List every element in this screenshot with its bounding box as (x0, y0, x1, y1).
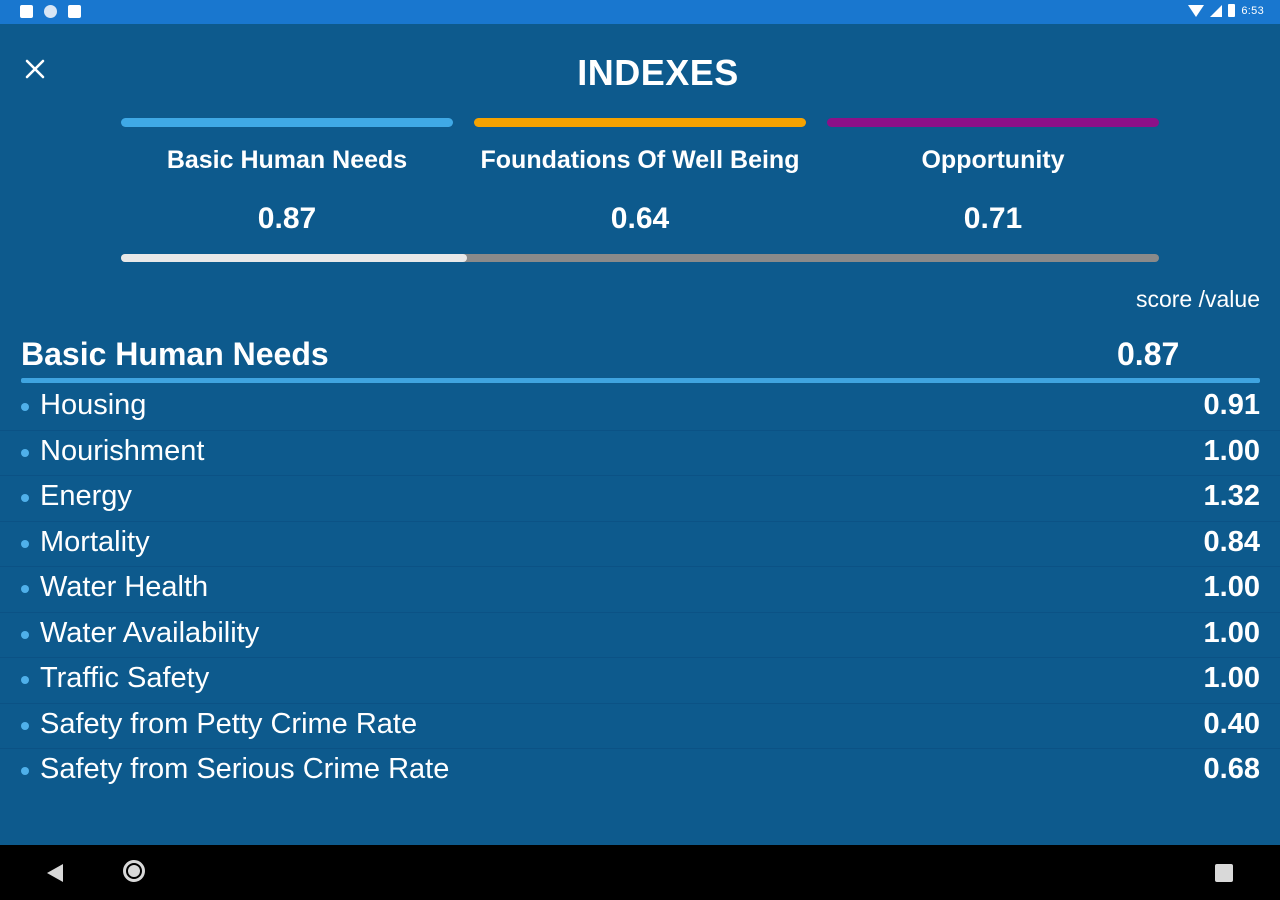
list-item: Energy 1.32 (0, 476, 1280, 522)
tab-selector-indicator[interactable] (121, 254, 467, 262)
list-item: Mortality 0.84 (0, 522, 1280, 567)
item-value: 0.68 (1203, 753, 1260, 785)
bullet-icon (21, 721, 29, 730)
item-label: Water Availability (40, 616, 260, 649)
tab-label: Foundations Of Well Being (480, 146, 800, 174)
notification-icon (20, 5, 33, 18)
item-label: Safety from Serious Crime Rate (40, 753, 450, 785)
item-value: 0.84 (1203, 525, 1260, 558)
tab-opportunity[interactable]: Opportunity 0.71 (827, 118, 1159, 248)
navigation-bar (0, 845, 1280, 900)
sync-icon (44, 5, 57, 18)
item-label: Traffic Safety (40, 662, 210, 694)
bullet-icon (21, 676, 29, 684)
tab-value: 0.64 (610, 202, 670, 235)
status-bar: 6:53 (0, 0, 1280, 24)
list-item: Traffic Safety 1.00 (0, 658, 1280, 704)
item-label: Water Health (40, 571, 209, 603)
tab-label: Opportunity (921, 146, 1065, 174)
tab-color-bar (121, 118, 453, 127)
page-title: INDEXES (577, 52, 739, 93)
bullet-icon (21, 403, 29, 411)
tab-label: Basic Human Needs (166, 146, 408, 174)
notification-icons (20, 5, 81, 18)
item-label: Energy (40, 480, 132, 512)
tab-color-bar (474, 118, 806, 127)
close-button[interactable] (18, 52, 52, 86)
close-icon (25, 59, 45, 79)
tab-selector-track[interactable] (121, 254, 1159, 262)
recents-icon[interactable] (1215, 864, 1233, 882)
battery-icon (1228, 4, 1236, 17)
bullet-icon (21, 539, 29, 548)
bullet-icon (21, 448, 29, 457)
list-item: Nourishment 1.00 (0, 431, 1280, 476)
bullet-icon (21, 630, 29, 639)
list-item: Safety from Petty Crime Rate 0.40 (0, 704, 1280, 749)
status-time: 6:53 (1241, 4, 1264, 17)
bullet-icon (21, 585, 29, 593)
item-value: 1.00 (1203, 662, 1260, 694)
item-label: Safety from Petty Crime Rate (40, 707, 418, 740)
tab-color-bar (827, 118, 1159, 127)
wifi-icon (1188, 4, 1205, 17)
item-label: Housing (40, 389, 147, 421)
list-item: Safety from Serious Crime Rate 0.68 (0, 749, 1280, 794)
bullet-icon (21, 767, 29, 775)
item-value: 0.40 (1203, 707, 1260, 740)
signal-icon (1210, 4, 1223, 17)
section-title: Basic Human Needs (21, 336, 329, 372)
bullet-icon (21, 494, 29, 502)
item-label: Nourishment (40, 434, 205, 467)
tab-value: 0.71 (963, 202, 1023, 235)
item-value: 1.32 (1203, 480, 1260, 512)
item-value: 1.00 (1203, 616, 1260, 649)
list-item: Water Availability 1.00 (0, 613, 1280, 658)
item-value: 1.00 (1203, 434, 1260, 467)
sd-card-icon (68, 5, 81, 18)
score-column-header: score /value (1135, 286, 1260, 312)
home-icon[interactable] (123, 860, 145, 882)
list-item: Housing 0.91 (0, 385, 1280, 431)
section-divider (21, 378, 1260, 383)
system-icons: 6:53 (1188, 4, 1264, 17)
component-list: Housing 0.91 Nourishment 1.00 Energy 1.3… (0, 385, 1280, 794)
tab-foundations-of-well-being[interactable]: Foundations Of Well Being 0.64 (474, 118, 806, 248)
tab-basic-human-needs[interactable]: Basic Human Needs 0.87 (121, 118, 453, 248)
list-item: Water Health 1.00 (0, 567, 1280, 613)
section-value: 0.87 (1117, 336, 1180, 372)
back-icon[interactable] (47, 864, 63, 882)
item-value: 1.00 (1203, 571, 1260, 603)
item-value: 0.91 (1203, 389, 1260, 421)
item-label: Mortality (40, 525, 150, 558)
tab-value: 0.87 (257, 202, 317, 235)
